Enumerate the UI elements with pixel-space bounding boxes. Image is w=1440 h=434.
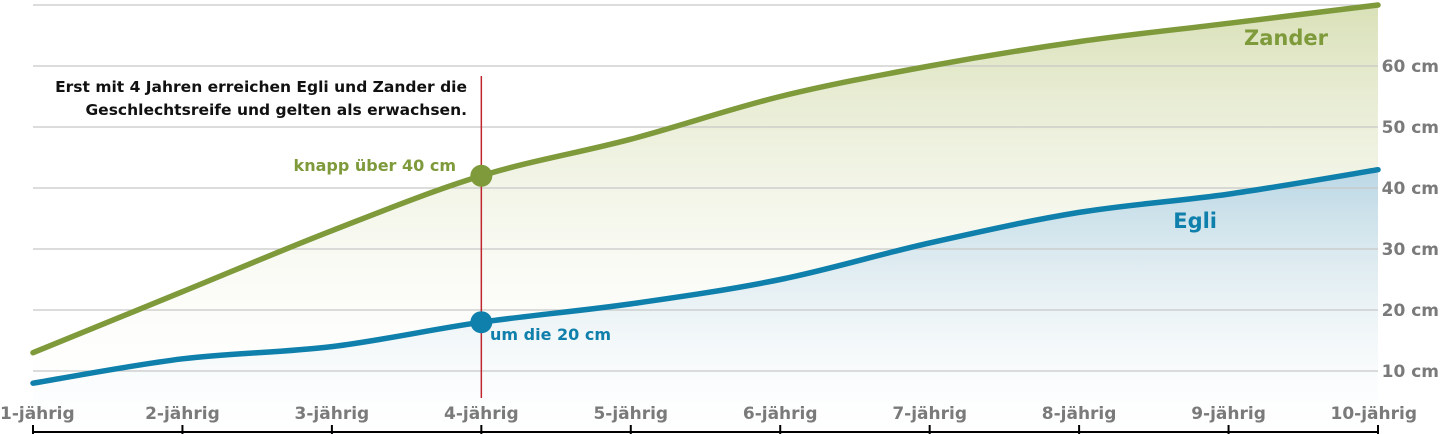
x-tick-label: 7-jährig <box>892 404 967 424</box>
area-egli <box>33 169 1378 432</box>
y-tick-label: 30 cm <box>1382 240 1439 260</box>
y-tick-label: 20 cm <box>1382 301 1439 321</box>
series-label-egli: Egli <box>1173 209 1217 233</box>
data-point-egli <box>470 311 493 334</box>
series-label-zander: Zander <box>1244 26 1329 50</box>
annotation-note-line-2: Geschlechtsreife und gelten als erwachse… <box>85 101 467 119</box>
y-tick-label: 40 cm <box>1382 179 1439 199</box>
x-tick-label: 2-jährig <box>145 404 220 424</box>
x-tick-label: 5-jährig <box>593 404 668 424</box>
area-fills <box>33 5 1378 432</box>
y-tick-label: 10 cm <box>1382 362 1439 382</box>
x-tick-label: 10-jährig <box>1331 404 1418 424</box>
age-marker <box>470 76 493 398</box>
data-point-zander <box>470 164 493 187</box>
x-tick-label: 6-jährig <box>743 404 818 424</box>
zander-point-label: knapp über 40 cm <box>294 156 456 175</box>
x-tick-label: 1-jährig <box>0 404 75 424</box>
axes: 10 cm 20 cm 30 cm 40 cm 50 cm 60 cm 1-jährig 2-… <box>0 57 1439 434</box>
annotation-note-line-1: Erst mit 4 Jahren erreichen Egli und Zan… <box>55 78 467 96</box>
x-tick-label: 9-jährig <box>1191 404 1266 424</box>
egli-point-label: um die 20 cm <box>490 325 611 344</box>
x-tick-label: 3-jährig <box>295 404 370 424</box>
x-tick-label: 8-jährig <box>1042 404 1117 424</box>
y-tick-label: 50 cm <box>1382 118 1439 138</box>
labels: Erst mit 4 Jahren erreichen Egli und Zan… <box>55 26 1329 344</box>
series-lines <box>30 2 1381 386</box>
y-tick-label: 60 cm <box>1382 57 1439 77</box>
series-line-zander <box>30 2 1381 356</box>
x-tick-label: 4-jährig <box>444 404 519 424</box>
series-line-egli <box>30 166 1381 386</box>
